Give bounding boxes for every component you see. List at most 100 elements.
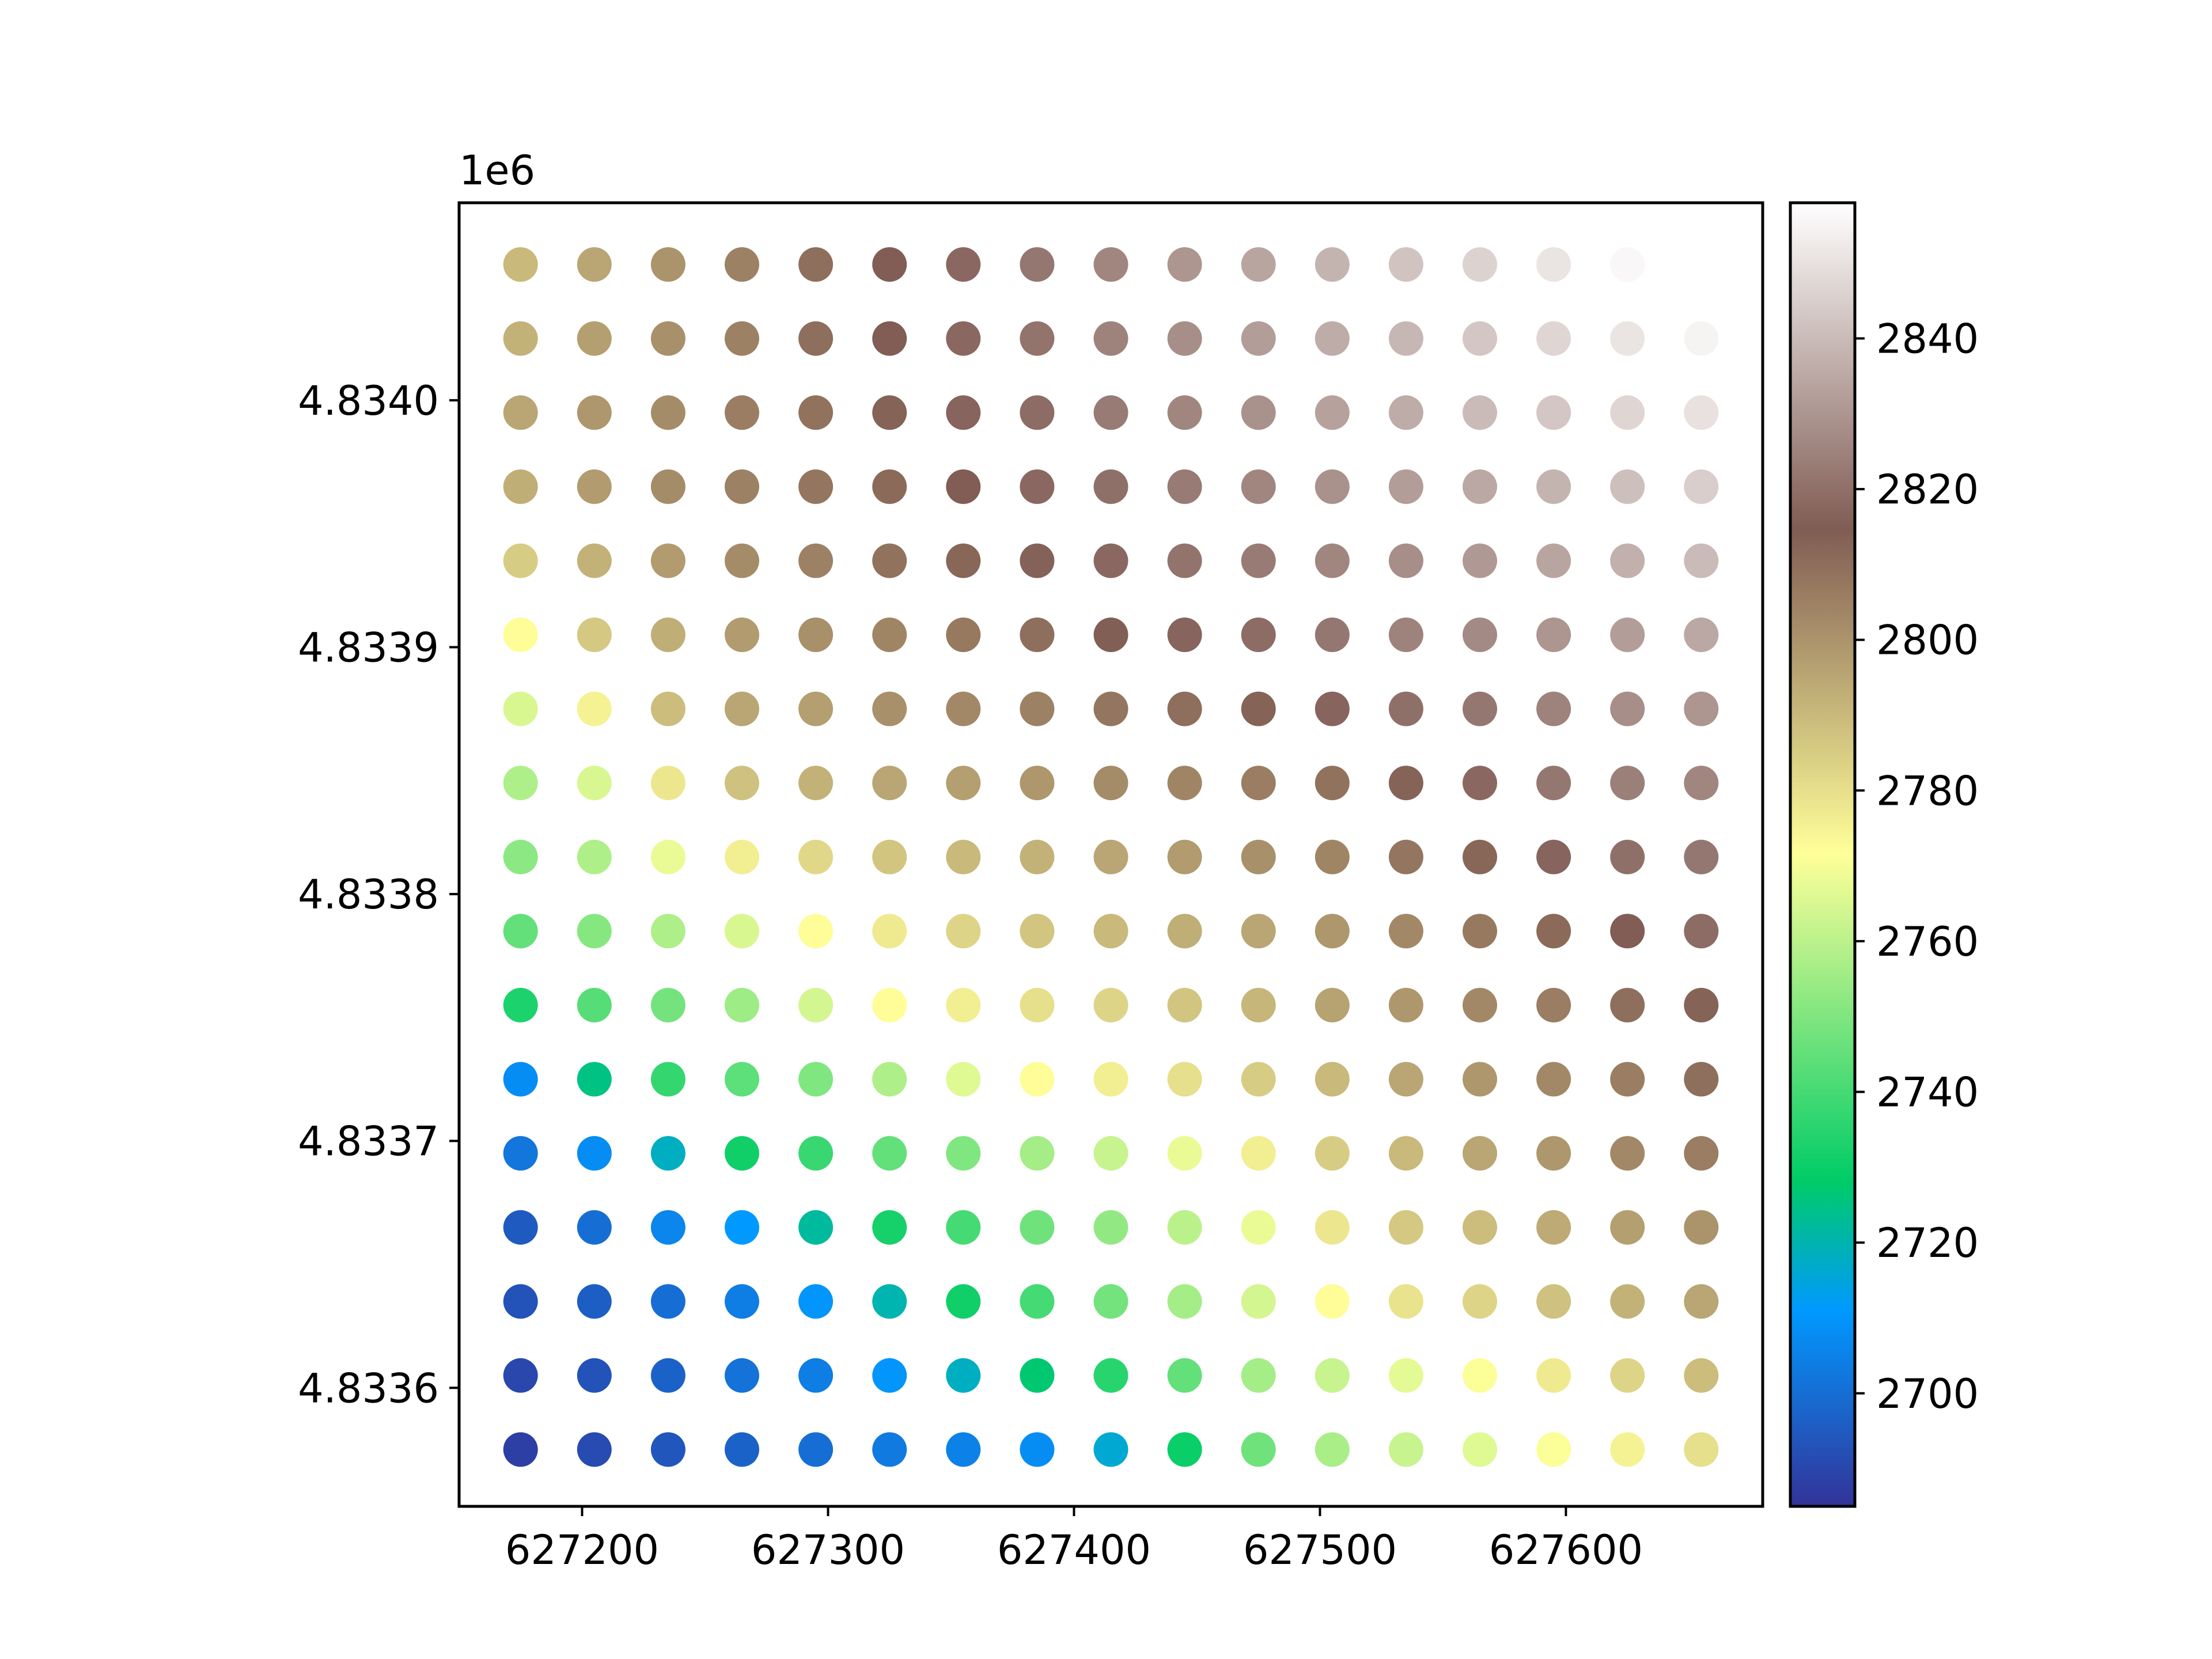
data-point	[1610, 469, 1645, 504]
data-point	[872, 469, 907, 504]
data-point	[725, 766, 759, 801]
colorbar-tick-label: 2760	[1876, 918, 1979, 965]
data-point	[1536, 247, 1571, 282]
data-point	[1463, 1432, 1497, 1467]
data-point	[650, 691, 685, 726]
data-point	[946, 1136, 981, 1171]
data-point	[1167, 247, 1202, 282]
data-point	[1610, 839, 1645, 874]
data-point	[946, 766, 981, 801]
data-point	[1610, 543, 1645, 578]
data-point	[1536, 543, 1571, 578]
data-point	[1020, 914, 1055, 949]
data-point	[872, 321, 907, 356]
data-point	[798, 987, 834, 1022]
colorbar-tick-label: 2720	[1876, 1219, 1979, 1267]
data-point	[1463, 1136, 1497, 1171]
data-point	[1167, 766, 1202, 801]
data-point	[503, 618, 538, 652]
data-point	[946, 1284, 981, 1319]
data-point	[725, 1432, 759, 1467]
data-point	[798, 914, 834, 949]
data-point	[1536, 1210, 1571, 1245]
data-point	[1241, 691, 1276, 726]
data-point	[503, 766, 538, 801]
data-point	[1610, 395, 1645, 430]
data-point	[1610, 766, 1645, 801]
data-point	[946, 618, 981, 652]
scatter-points	[503, 247, 1719, 1467]
data-point	[1684, 1210, 1719, 1245]
data-point	[503, 1358, 538, 1393]
data-point	[1388, 1210, 1423, 1245]
data-point	[1020, 839, 1055, 874]
data-point	[577, 1062, 612, 1097]
data-point	[1684, 914, 1719, 949]
data-point	[1315, 247, 1350, 282]
data-point	[1315, 766, 1350, 801]
data-point	[1093, 395, 1128, 430]
data-point	[1241, 1358, 1276, 1393]
data-point	[1536, 691, 1571, 726]
data-point	[725, 987, 759, 1022]
data-point	[872, 1432, 907, 1467]
data-point	[1536, 618, 1571, 652]
data-point	[1388, 1358, 1423, 1393]
data-point	[1536, 1062, 1571, 1097]
data-point	[1093, 469, 1128, 504]
data-point	[1241, 1136, 1276, 1171]
data-point	[1388, 1432, 1423, 1467]
data-point	[1020, 1432, 1055, 1467]
y-tick-label: 4.8339	[298, 624, 439, 671]
data-point	[1093, 1136, 1128, 1171]
data-point	[577, 618, 612, 652]
data-point	[1463, 987, 1497, 1022]
data-point	[1241, 395, 1276, 430]
data-point	[1315, 469, 1350, 504]
data-point	[1536, 395, 1571, 430]
data-point	[1610, 618, 1645, 652]
data-point	[503, 321, 538, 356]
x-axis: 627200 627300 627400 627500 627600	[505, 1506, 1643, 1574]
data-point	[798, 1358, 834, 1393]
colorbar-tick-label: 2740	[1876, 1069, 1979, 1116]
data-point	[725, 247, 759, 282]
data-point	[650, 766, 685, 801]
data-point	[946, 1062, 981, 1097]
data-point	[1684, 395, 1719, 430]
data-point	[872, 691, 907, 726]
data-point	[872, 766, 907, 801]
data-point	[503, 1136, 538, 1171]
data-point	[503, 469, 538, 504]
data-point	[1241, 1210, 1276, 1245]
data-point	[577, 839, 612, 874]
data-point	[1536, 1284, 1571, 1319]
data-point	[872, 1136, 907, 1171]
data-point	[1610, 987, 1645, 1022]
data-point	[1684, 1136, 1719, 1171]
data-point	[1241, 469, 1276, 504]
data-point	[1610, 1062, 1645, 1097]
data-point	[577, 691, 612, 726]
data-point	[1684, 469, 1719, 504]
data-point	[725, 321, 759, 356]
data-point	[1684, 1358, 1719, 1393]
data-point	[1388, 766, 1423, 801]
data-point	[650, 1432, 685, 1467]
data-point	[1167, 839, 1202, 874]
data-point	[1020, 1358, 1055, 1393]
data-point	[1241, 618, 1276, 652]
data-point	[1463, 247, 1497, 282]
data-point	[1020, 469, 1055, 504]
data-point	[1241, 1062, 1276, 1097]
y-tick-label: 4.8338	[298, 871, 439, 918]
data-point	[577, 1432, 612, 1467]
data-point	[1315, 395, 1350, 430]
data-point	[798, 321, 834, 356]
data-point	[1315, 1432, 1350, 1467]
data-point	[650, 1136, 685, 1171]
data-point	[725, 1136, 759, 1171]
data-point	[1315, 691, 1350, 726]
data-point	[872, 987, 907, 1022]
data-point	[1167, 1136, 1202, 1171]
